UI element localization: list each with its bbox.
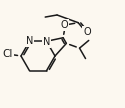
Text: N: N	[43, 37, 50, 47]
Text: O: O	[61, 20, 68, 30]
Text: Cl: Cl	[3, 49, 13, 59]
Text: O: O	[83, 27, 91, 37]
Text: N: N	[26, 36, 33, 46]
